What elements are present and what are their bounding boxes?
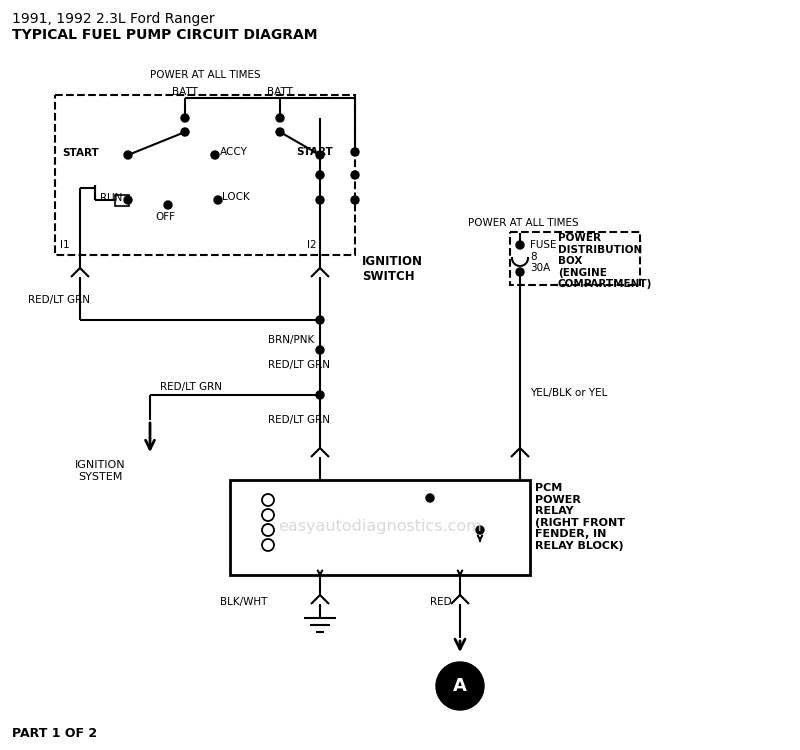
Circle shape	[516, 268, 524, 276]
Bar	[230, 480, 530, 575]
Text: START: START	[296, 147, 333, 157]
Circle shape	[316, 171, 324, 179]
Text: START: START	[62, 148, 98, 158]
Circle shape	[316, 391, 324, 399]
Text: POWER AT ALL TIMES: POWER AT ALL TIMES	[150, 70, 260, 80]
Text: 1991, 1992 2.3L Ford Ranger: 1991, 1992 2.3L Ford Ranger	[12, 12, 214, 26]
Text: IGNITION
SWITCH: IGNITION SWITCH	[362, 255, 423, 283]
Text: 30A: 30A	[530, 263, 550, 273]
Text: POWER
DISTRIBUTION
BOX
(ENGINE
COMPARTMENT): POWER DISTRIBUTION BOX (ENGINE COMPARTME…	[558, 233, 652, 290]
Text: A: A	[453, 677, 467, 695]
Circle shape	[316, 151, 324, 159]
Circle shape	[211, 151, 219, 159]
Text: BATT: BATT	[267, 87, 293, 97]
Text: BLK/WHT: BLK/WHT	[220, 597, 267, 607]
Text: PCM
POWER
RELAY
(RIGHT FRONT
FENDER, IN
RELAY BLOCK): PCM POWER RELAY (RIGHT FRONT FENDER, IN …	[535, 483, 625, 551]
Circle shape	[276, 128, 284, 136]
Text: POWER AT ALL TIMES: POWER AT ALL TIMES	[468, 218, 578, 228]
Text: TYPICAL FUEL PUMP CIRCUIT DIAGRAM: TYPICAL FUEL PUMP CIRCUIT DIAGRAM	[12, 28, 318, 42]
Text: BATT: BATT	[172, 87, 198, 97]
Circle shape	[426, 494, 434, 502]
Circle shape	[476, 526, 484, 534]
Text: RED/LT GRN: RED/LT GRN	[160, 382, 222, 392]
Text: PART 1 OF 2: PART 1 OF 2	[12, 727, 97, 740]
Text: RED/LT GRN: RED/LT GRN	[268, 360, 330, 370]
Text: RUN: RUN	[100, 193, 122, 203]
Text: ACCY: ACCY	[220, 147, 248, 157]
Circle shape	[351, 196, 359, 204]
Text: IGNITION
SYSTEM: IGNITION SYSTEM	[74, 460, 126, 482]
Text: I1: I1	[60, 240, 70, 250]
Circle shape	[316, 196, 324, 204]
Text: I2: I2	[307, 240, 317, 250]
Text: YEL/BLK or YEL: YEL/BLK or YEL	[530, 388, 607, 398]
Text: RED: RED	[430, 597, 452, 607]
Circle shape	[351, 171, 359, 179]
Circle shape	[164, 201, 172, 209]
Text: OFF: OFF	[155, 212, 175, 222]
Circle shape	[516, 241, 524, 249]
Circle shape	[214, 196, 222, 204]
Text: 8: 8	[530, 252, 537, 262]
Text: easyautodiagnostics.com: easyautodiagnostics.com	[278, 520, 482, 535]
Circle shape	[124, 196, 132, 204]
Circle shape	[181, 114, 189, 122]
Text: RED/LT GRN: RED/LT GRN	[28, 295, 90, 305]
Circle shape	[436, 662, 484, 710]
Text: FUSE: FUSE	[530, 240, 557, 250]
Circle shape	[316, 346, 324, 354]
Circle shape	[181, 128, 189, 136]
Text: BRN/PNK: BRN/PNK	[268, 335, 314, 345]
Circle shape	[316, 316, 324, 324]
Circle shape	[276, 114, 284, 122]
Bar	[115, 195, 129, 206]
Circle shape	[351, 148, 359, 156]
Text: LOCK: LOCK	[222, 192, 250, 202]
Text: RED/LT GRN: RED/LT GRN	[268, 415, 330, 425]
Circle shape	[124, 151, 132, 159]
